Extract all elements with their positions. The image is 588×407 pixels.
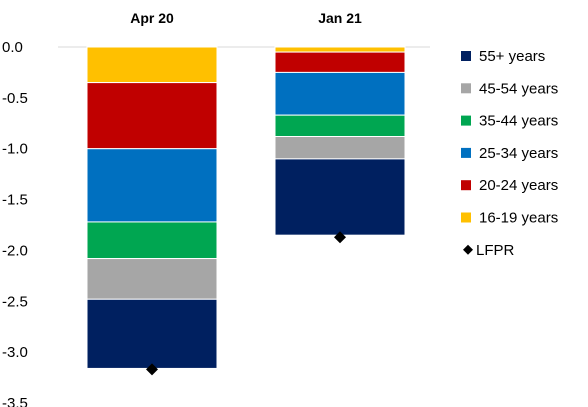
y-tick-label: -2.5: [2, 293, 28, 310]
y-tick-label: -3.0: [2, 344, 28, 361]
bar-segment-20-24-years-apr-20: [86, 82, 218, 150]
y-tick-label: 0.0: [2, 39, 23, 56]
lfpr-marker-apr-20: [146, 363, 158, 376]
bar-segment-55-years-jan-21: [274, 158, 406, 236]
category-label: Apr 20: [130, 10, 174, 26]
legend-label-16-19-years: 16-19 years: [479, 210, 558, 227]
legend-swatch-35-44-years: [461, 115, 471, 126]
bars: [86, 46, 406, 369]
legend-label-lfpr: LFPR: [476, 242, 515, 259]
bar-segment-35-44-years-apr-20: [86, 221, 218, 260]
bar-segment-45-54-years-apr-20: [86, 258, 218, 300]
y-tick-label: -1.0: [2, 141, 28, 158]
lfpr-markers: [146, 231, 346, 376]
bar-segment-45-54-years-jan-21: [274, 136, 406, 160]
lfpr-marker-jan-21: [334, 231, 346, 244]
legend-label-20-24-years: 20-24 years: [479, 177, 558, 194]
bar-segment-25-34-years-jan-21: [274, 71, 406, 116]
bar-segment-20-24-years-jan-21: [274, 51, 406, 73]
y-axis-ticks: 0.0 -0.5 -1.0 -1.5 -2.0 -2.5 -3.0 -3.5: [2, 39, 28, 407]
legend: 55+ years 45-54 years 35-44 years 25-34 yea…: [461, 48, 558, 259]
legend-swatch-45-54-years: [461, 83, 471, 94]
legend-swatch-20-24-years: [461, 180, 471, 191]
legend-swatch-55-years: [461, 51, 471, 61]
category-labels: Apr 20 Jan 21: [130, 10, 362, 26]
legend-swatch-lfpr: [463, 244, 473, 255]
y-tick-label: -3.5: [2, 395, 28, 407]
bar-segment-25-34-years-apr-20: [86, 148, 218, 223]
bar-segment-16-19-years-jan-21: [274, 46, 406, 53]
y-tick-label: -2.0: [2, 242, 28, 259]
bar-segment-35-44-years-jan-21: [274, 114, 406, 138]
legend-label-25-34-years: 25-34 years: [479, 145, 558, 162]
legend-swatch-16-19-years: [461, 212, 471, 223]
y-tick-label: -0.5: [2, 90, 28, 107]
bar-segment-55-years-apr-20: [86, 298, 218, 369]
legend-swatch-25-34-years: [461, 147, 471, 158]
bar-segment-16-19-years-apr-20: [86, 46, 218, 84]
legend-label-45-54-years: 45-54 years: [479, 80, 558, 97]
y-tick-label: -1.5: [2, 192, 28, 209]
legend-label-35-44-years: 35-44 years: [479, 113, 558, 130]
legend-label-55-years: 55+ years: [479, 48, 545, 65]
category-label: Jan 21: [318, 10, 362, 26]
